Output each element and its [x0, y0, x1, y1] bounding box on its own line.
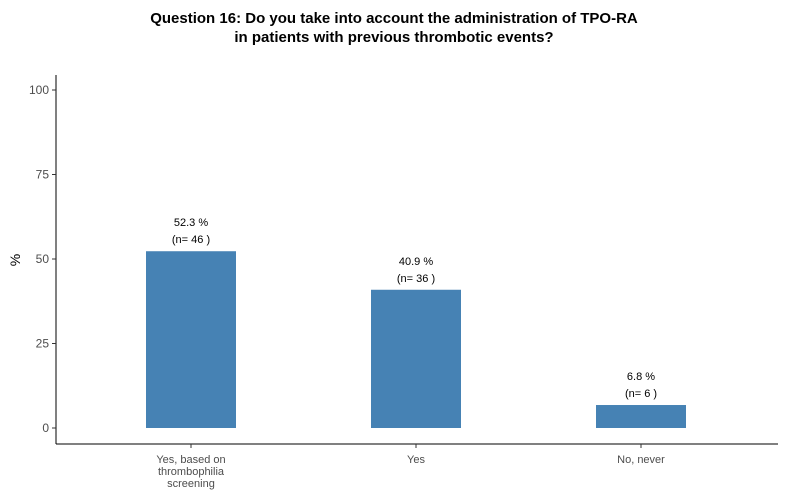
chart-title-line2: in patients with previous thrombotic eve…	[234, 29, 554, 46]
bar-count-label: (n= 6 )	[625, 388, 657, 400]
y-tick-label: 100	[29, 83, 49, 97]
bar-count-label: (n= 46 )	[172, 234, 210, 246]
bar	[596, 405, 686, 428]
x-category-label: screening	[167, 478, 215, 490]
bar	[146, 251, 236, 428]
plot-area: 0 25 50 75 100% 52.3 % (n= 46 ) Yes, based onth…	[7, 75, 778, 490]
bar-percent-label: 6.8 %	[627, 371, 655, 383]
bar	[371, 289, 461, 428]
chart-title-line1: Question 16: Do you take into account th…	[150, 10, 638, 27]
bar-count-label: (n= 36 )	[397, 273, 435, 285]
y-tick-label: 25	[36, 337, 50, 351]
x-category-label: thrombophilia	[158, 466, 225, 478]
y-tick-label: 0	[42, 421, 49, 435]
x-category-label: Yes	[407, 454, 425, 466]
y-axis-title: %	[7, 254, 23, 266]
bar-percent-label: 52.3 %	[174, 217, 208, 229]
y-tick-label: 50	[36, 252, 50, 266]
bar-percent-label: 40.9 %	[399, 256, 433, 268]
y-tick-label: 75	[36, 168, 50, 182]
x-category-label: No, never	[617, 454, 665, 466]
x-category-label: Yes, based on	[156, 454, 225, 466]
